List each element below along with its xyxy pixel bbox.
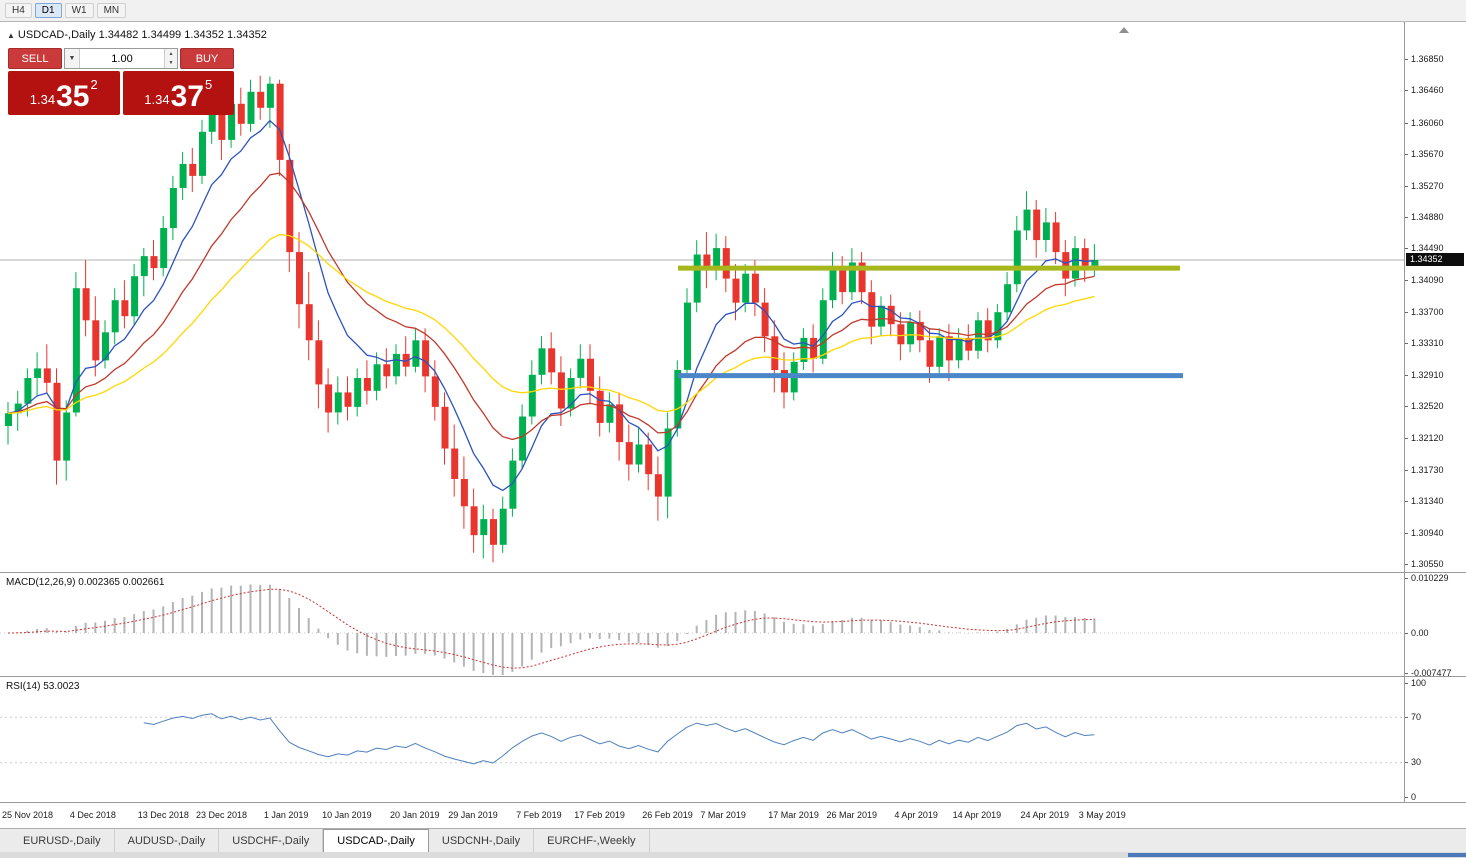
chart-tab-usdcad-daily[interactable]: USDCAD-,Daily xyxy=(323,829,429,852)
axis-tick-label: 1.32120 xyxy=(1405,433,1444,444)
rsi-panel: RSI(14) 53.0023 100 70 30 0 xyxy=(0,676,1466,802)
volume-dropdown-button[interactable]: ▼ xyxy=(65,49,80,68)
volume-stepper: ▲ ▼ xyxy=(164,49,177,68)
time-axis-label: 4 Apr 2019 xyxy=(894,810,938,820)
buy-price-big: 37 xyxy=(170,80,204,113)
axis-tick-label: 1.34090 xyxy=(1405,275,1444,286)
macd-panel: MACD(12,26,9) 0.002365 0.002661 0.010229… xyxy=(0,572,1466,678)
sell-button[interactable]: SELL xyxy=(8,48,62,69)
timeframe-button-mn[interactable]: MN xyxy=(96,3,127,18)
volume-down-button[interactable]: ▼ xyxy=(168,60,174,67)
time-axis-label: 23 Dec 2018 xyxy=(196,810,248,820)
axis-tick-label: 1.36460 xyxy=(1405,85,1444,96)
timeframe-button-d1[interactable]: D1 xyxy=(34,3,62,18)
axis-tick-label: 1.31730 xyxy=(1405,464,1444,475)
axis-tick-label: 1.34880 xyxy=(1405,212,1444,223)
time-axis-label: 17 Mar 2019 xyxy=(768,810,819,820)
buy-price-prefix: 1.34 xyxy=(144,92,170,107)
axis-tick-label: 1.35670 xyxy=(1405,148,1444,159)
sell-price-big: 35 xyxy=(56,80,90,113)
chart-title-text: USDCAD-,Daily 1.34482 1.34499 1.34352 1.… xyxy=(17,29,267,41)
time-axis-label: 24 Apr 2019 xyxy=(1020,810,1070,820)
chart-title: ▲ USDCAD-,Daily 1.34482 1.34499 1.34352 1… xyxy=(7,29,267,41)
axis-tick-label: 1.32910 xyxy=(1405,370,1444,381)
main-chart-panel: ▲ USDCAD-,Daily 1.34482 1.34499 1.34352 1… xyxy=(0,22,1466,572)
axis-tick-label: 1.36850 xyxy=(1405,54,1444,65)
time-axis-label: 7 Mar 2019 xyxy=(700,810,746,820)
time-axis-label: 29 Jan 2019 xyxy=(448,810,498,820)
axis-tick-label: 1.34490 xyxy=(1405,243,1444,254)
axis-tick-label: 1.35270 xyxy=(1405,180,1444,191)
time-axis-label: 4 Dec 2018 xyxy=(69,810,116,820)
time-axis-label: 1 Jan 2019 xyxy=(263,810,309,820)
current-price-tag: 1.34352 xyxy=(1406,252,1464,266)
axis-tick-label: 70 xyxy=(1404,711,1422,722)
axis-tick-label: 1.36060 xyxy=(1405,117,1444,128)
time-axis-label: 3 May 2019 xyxy=(1078,810,1126,820)
candlestick-chart[interactable] xyxy=(0,22,1404,575)
timeframe-toolbar: H4 D1 W1 MN xyxy=(0,0,1466,22)
axis-tick-label: 1.31340 xyxy=(1405,495,1444,506)
buy-button[interactable]: BUY xyxy=(180,48,234,69)
buy-price-display[interactable]: 1.34 37 5 xyxy=(122,71,234,115)
chart-tab-eurusd-daily[interactable]: EURUSD-,Daily xyxy=(10,829,115,852)
axis-tick-label: 1.33310 xyxy=(1405,338,1444,348)
axis-tick-label: 1.30940 xyxy=(1405,528,1444,539)
rsi-axis[interactable]: 100 70 30 0 xyxy=(1404,677,1466,802)
scrollbar-thumb[interactable] xyxy=(1128,853,1466,857)
rsi-chart[interactable] xyxy=(0,677,1404,806)
sell-price-prefix: 1.34 xyxy=(29,92,56,107)
axis-tick-label: 1.32520 xyxy=(1405,401,1444,412)
time-axis-label: 25 Nov 2018 xyxy=(2,810,54,820)
axis-tick-label: -0.007477 xyxy=(1405,667,1452,678)
chart-tabs-bar: EURUSD-,Daily AUDUSD-,Daily USDCHF-,Daily U… xyxy=(0,828,1466,852)
time-axis-label: 13 Dec 2018 xyxy=(137,810,189,820)
axis-tick-label: 1.30550 xyxy=(1405,559,1444,570)
time-axis-label: 26 Feb 2019 xyxy=(642,810,693,820)
horizontal-scrollbar xyxy=(0,852,1466,858)
macd-chart[interactable] xyxy=(0,573,1404,680)
axis-tick-label: 30 xyxy=(1404,757,1422,768)
sell-price-display[interactable]: 1.34 35 2 xyxy=(8,71,120,115)
chart-tab-usdcnh-daily[interactable]: USDCNH-,Daily xyxy=(429,829,535,852)
axis-tick-label: 0.010229 xyxy=(1405,572,1449,583)
time-axis-label: 10 Jan 2019 xyxy=(322,810,372,820)
axis-tick-label: 0.00 xyxy=(1405,627,1429,638)
volume-up-button[interactable]: ▲ xyxy=(168,50,174,57)
price-axis[interactable]: 1.34352 1.36850 1.36460 1.36060 1.35670 1.35… xyxy=(1404,22,1466,572)
volume-input[interactable] xyxy=(80,49,164,68)
buy-price-sup: 5 xyxy=(204,77,213,92)
timeframe-button-w1[interactable]: W1 xyxy=(64,3,94,18)
volume-control: ▼ ▲ ▼ xyxy=(64,48,178,69)
tick-up-arrow-icon: ▲ xyxy=(7,31,15,40)
time-axis-label: 17 Feb 2019 xyxy=(574,810,625,820)
macd-label: MACD(12,26,9) 0.002365 0.002661 xyxy=(6,577,165,588)
macd-axis[interactable]: 0.010229 0.00 -0.007477 xyxy=(1404,572,1466,678)
time-axis-label: 20 Jan 2019 xyxy=(390,810,440,820)
time-axis-label: 14 Apr 2019 xyxy=(952,810,1002,820)
sell-price-sup: 2 xyxy=(90,77,98,92)
rsi-label: RSI(14) 53.0023 xyxy=(6,681,80,692)
time-axis-label: 26 Mar 2019 xyxy=(826,810,878,820)
axis-tick-label: 1.33700 xyxy=(1405,306,1444,317)
timeframe-button-h4[interactable]: H4 xyxy=(5,3,32,18)
chart-tab-usdchf-daily[interactable]: USDCHF-,Daily xyxy=(219,829,324,852)
axis-tick-label: 0 xyxy=(1404,791,1417,802)
time-axis-label: 7 Feb 2019 xyxy=(516,810,562,820)
chart-tab-eurchf-weekly[interactable]: EURCHF-,Weekly xyxy=(534,829,650,852)
chart-shift-marker-icon xyxy=(1119,27,1129,33)
chart-tab-audusd-daily[interactable]: AUDUSD-,Daily xyxy=(115,829,220,852)
time-axis[interactable]: 25 Nov 2018 4 Dec 2018 13 Dec 2018 23 Dec 2… xyxy=(0,802,1466,828)
axis-tick-label: 100 xyxy=(1404,677,1427,688)
